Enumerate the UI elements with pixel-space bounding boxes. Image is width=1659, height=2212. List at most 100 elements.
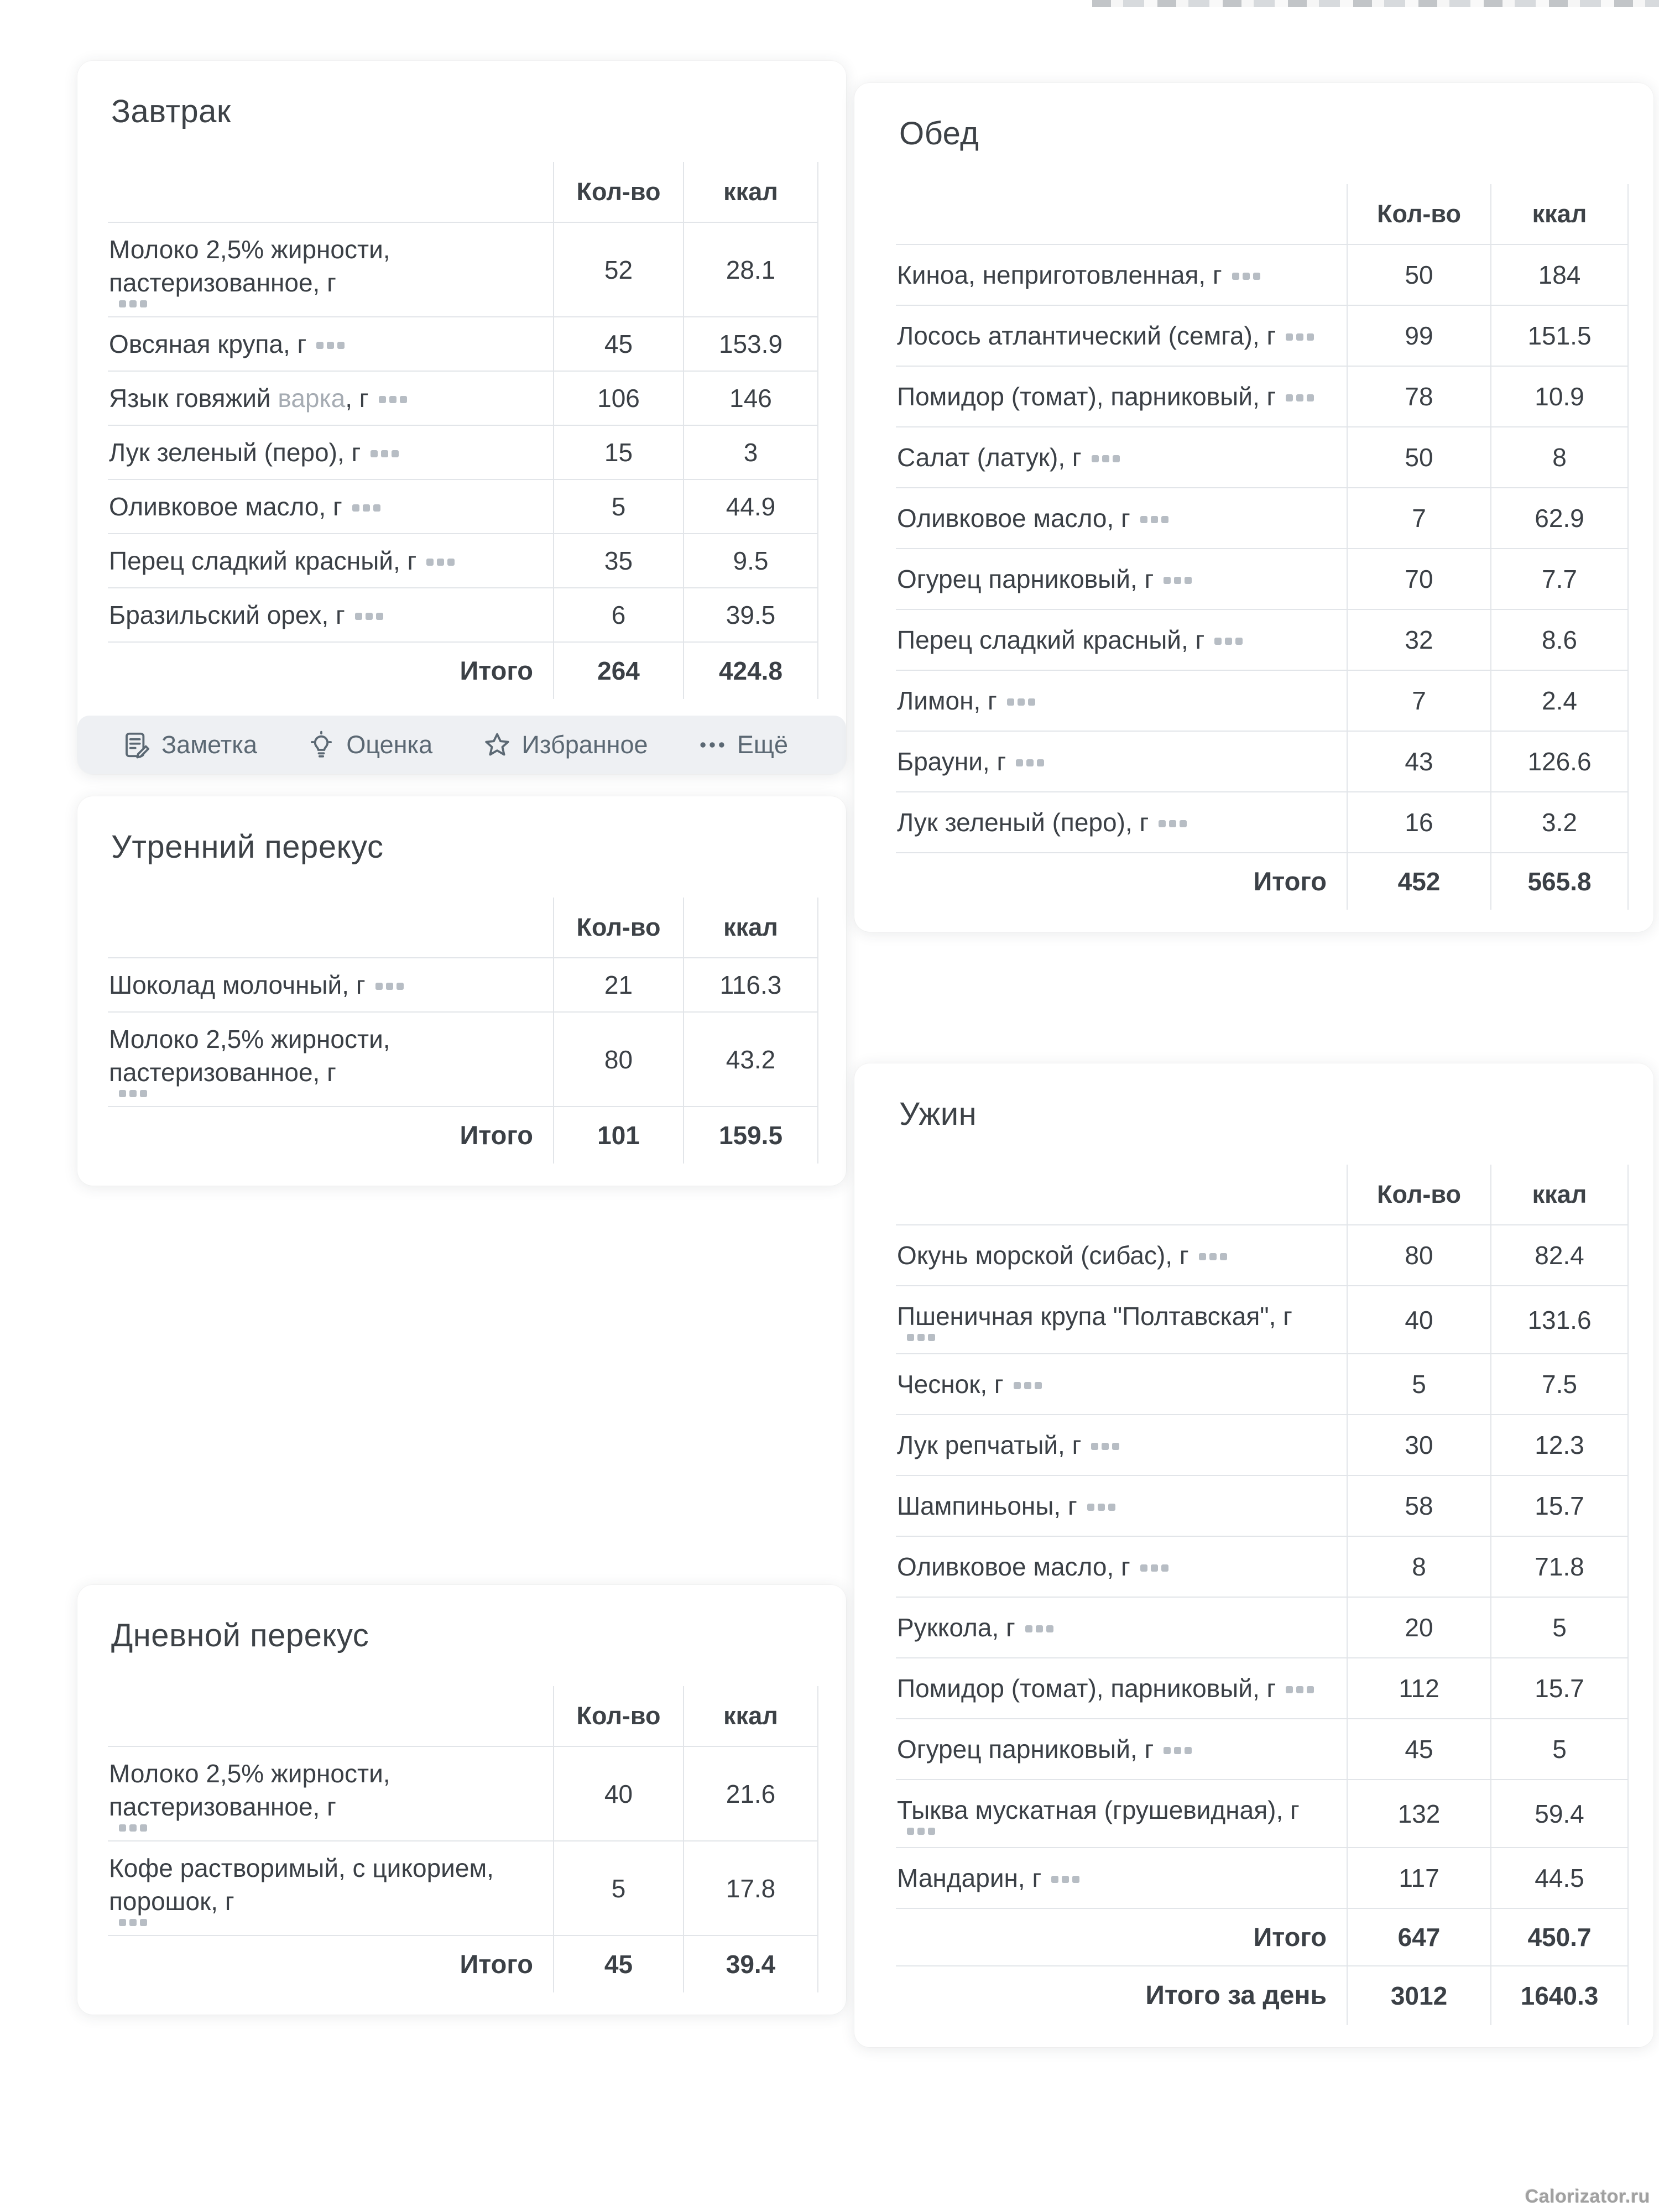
lightbulb-icon: [306, 730, 336, 760]
item-qty: 45: [553, 317, 683, 371]
meal-table-morning-snack: Кол-во ккал Шоколад молочный, г 21 116.3 Моло…: [108, 898, 818, 1164]
item-more-icon[interactable]: [1025, 1625, 1053, 1632]
item-qty: 20: [1347, 1598, 1490, 1657]
item-qty: 50: [1347, 427, 1490, 487]
item-name-cell: Лук зеленый (перо), г: [108, 426, 553, 479]
item-more-icon[interactable]: [1016, 759, 1045, 766]
item-more-icon[interactable]: [119, 1824, 147, 1832]
item-more-icon[interactable]: [1164, 1746, 1192, 1754]
item-more-icon[interactable]: [426, 558, 455, 566]
item-name: Брауни, г: [897, 747, 1006, 776]
note-button[interactable]: Заметка: [122, 730, 257, 760]
item-qty: 50: [1347, 245, 1490, 305]
item-name-cell: Тыква мускатная (грушевидная), г: [896, 1780, 1347, 1847]
item-more-icon[interactable]: [1286, 333, 1314, 341]
item-more-icon[interactable]: [354, 612, 383, 620]
item-name-cell: Лосось атлантический (семга), г: [896, 306, 1347, 366]
meal-title-dinner: Ужин: [899, 1096, 977, 1132]
item-qty: 32: [1347, 610, 1490, 670]
meal-total-qty: 45: [553, 1936, 683, 1992]
meal-actions-toolbar: Заметка Оценка Избранное Ещё: [77, 716, 846, 774]
item-more-icon[interactable]: [907, 1334, 935, 1341]
item-kcal: 44.5: [1490, 1848, 1629, 1908]
food-row: Салат (латук), г 50 8: [896, 426, 1629, 487]
meal-title-day-snack: Дневной перекус: [111, 1618, 369, 1653]
item-more-icon[interactable]: [371, 450, 399, 457]
food-row: Молоко 2,5% жирности, пастеризованное, г…: [108, 1746, 818, 1840]
rating-button-label: Оценка: [346, 731, 433, 759]
item-kcal: 2.4: [1490, 671, 1629, 731]
food-row: Шоколад молочный, г 21 116.3: [108, 957, 818, 1011]
day-total-row: Итого за день 3012 1640.3: [896, 1965, 1629, 2025]
favorite-button[interactable]: Избранное: [482, 730, 648, 760]
item-qty: 70: [1347, 549, 1490, 609]
item-more-icon[interactable]: [352, 504, 380, 512]
item-more-icon[interactable]: [119, 1090, 147, 1097]
item-more-icon[interactable]: [1159, 820, 1187, 827]
note-button-label: Заметка: [161, 731, 257, 759]
food-row: Лосось атлантический (семга), г 99 151.5: [896, 305, 1629, 366]
item-more-icon[interactable]: [1214, 637, 1243, 645]
meal-table-lunch: Кол-во ккал Киноа, неприготовленная, г 50 18…: [896, 184, 1629, 910]
item-more-icon[interactable]: [1232, 272, 1260, 280]
col-header-qty: Кол-во: [553, 162, 683, 222]
meal-total-qty: 101: [553, 1107, 683, 1164]
item-more-icon[interactable]: [1013, 1381, 1042, 1389]
item-name: Оливковое масло, г: [897, 1552, 1130, 1581]
meal-total-kcal: 159.5: [683, 1107, 818, 1164]
item-more-icon[interactable]: [1051, 1875, 1080, 1883]
item-more-icon[interactable]: [1006, 698, 1035, 706]
item-name-cell: Перец сладкий красный, г: [896, 610, 1347, 670]
item-more-icon[interactable]: [375, 982, 404, 990]
food-row: Овсяная крупа, г 45 153.9: [108, 316, 818, 371]
item-name: Оливковое масло, г: [897, 504, 1130, 533]
item-qty: 35: [553, 534, 683, 587]
item-kcal: 9.5: [683, 534, 818, 587]
col-header-food: [108, 1686, 553, 1746]
col-header-kcal: ккал: [1490, 1165, 1629, 1224]
item-name: Огурец парниковый, г: [897, 1735, 1154, 1764]
rating-button[interactable]: Оценка: [306, 730, 432, 760]
item-name: Помидор (томат), парниковый, г: [897, 382, 1276, 411]
more-button[interactable]: Ещё: [697, 730, 788, 760]
day-total-label: Итого за день: [1145, 1981, 1327, 2010]
item-kcal: 146: [683, 372, 818, 425]
item-more-icon[interactable]: [1091, 455, 1120, 462]
item-kcal: 28.1: [683, 223, 818, 316]
item-more-icon[interactable]: [1087, 1503, 1115, 1511]
item-more-icon[interactable]: [1140, 515, 1168, 523]
item-more-icon[interactable]: [1140, 1564, 1168, 1572]
table-header-row: Кол-во ккал: [108, 1686, 818, 1746]
item-more-icon[interactable]: [1091, 1442, 1120, 1450]
item-name-cell: Перец сладкий красный, г: [108, 534, 553, 587]
item-qty: 7: [1347, 488, 1490, 548]
item-more-icon[interactable]: [378, 395, 407, 403]
food-row: Окунь морской (сибас), г 80 82.4: [896, 1224, 1629, 1285]
meal-card-morning-snack: Утренний перекус Кол-во ккал Шоколад молочн…: [77, 796, 846, 1186]
item-name-cell: Огурец парниковый, г: [896, 1719, 1347, 1779]
item-more-icon[interactable]: [1198, 1253, 1227, 1260]
col-header-qty: Кол-во: [553, 898, 683, 957]
col-header-food: [108, 162, 553, 222]
item-name-cell: Лимон, г: [896, 671, 1347, 731]
item-qty: 43: [1347, 732, 1490, 791]
item-name-cell: Помидор (томат), парниковый, г: [896, 1658, 1347, 1718]
item-kcal: 10.9: [1490, 367, 1629, 426]
left-column: Завтрак Кол-во ккал Молоко 2,5% жирности, п…: [77, 22, 846, 2015]
food-row: Лук зеленый (перо), г 16 3.2: [896, 791, 1629, 852]
item-more-icon[interactable]: [316, 341, 345, 349]
item-more-icon[interactable]: [907, 1828, 935, 1835]
col-header-kcal: ккал: [683, 898, 818, 957]
item-name-cell: Оливковое масло, г: [896, 488, 1347, 548]
item-more-icon[interactable]: [1164, 576, 1192, 584]
item-qty: 8: [1347, 1537, 1490, 1597]
item-kcal: 82.4: [1490, 1225, 1629, 1285]
col-header-qty: Кол-во: [1347, 1165, 1490, 1224]
item-more-icon[interactable]: [1286, 1686, 1314, 1693]
item-more-icon[interactable]: [1286, 394, 1314, 401]
item-more-icon[interactable]: [119, 1919, 147, 1926]
food-row: Оливковое масло, г 7 62.9: [896, 487, 1629, 548]
item-name: Бразильский орех, г: [109, 601, 345, 629]
item-more-icon[interactable]: [119, 300, 147, 307]
item-name-cell: Помидор (томат), парниковый, г: [896, 367, 1347, 426]
